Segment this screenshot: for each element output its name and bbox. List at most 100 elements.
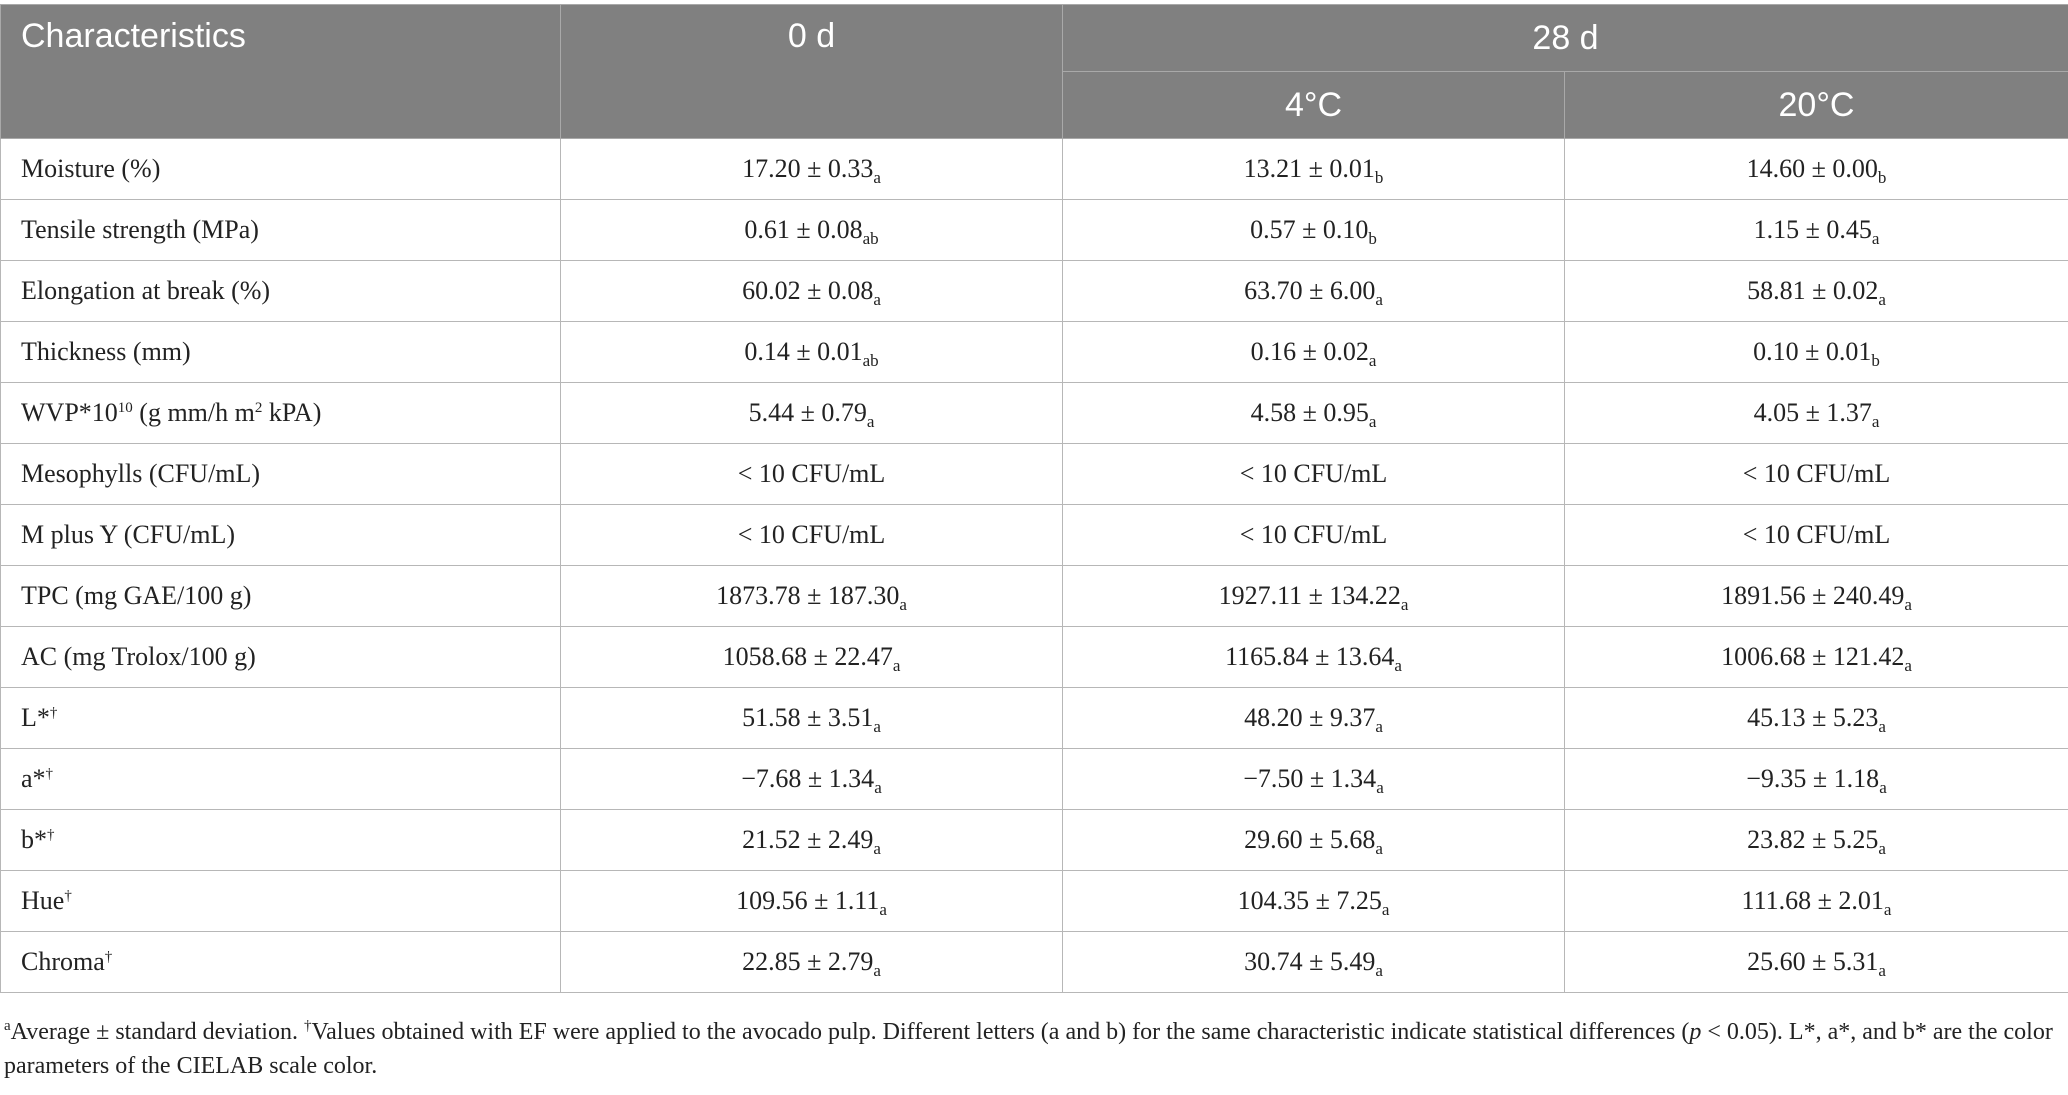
row-label: TPC (mg GAE/100 g) (0, 565, 561, 627)
table-row: Elongation at break (%) 60.02 ± 0.08a 63.7… (0, 260, 2068, 322)
label-superscript: † (104, 949, 113, 965)
cell-day-28-20c: 111.68 ± 2.01a (1564, 870, 2068, 932)
cell-value: 14.60 ± 0.00 (1746, 154, 1878, 183)
table-row: M plus Y (CFU/mL) < 10 CFU/mL < 10 CFU/mL <… (0, 504, 2068, 566)
cell-value: 60.02 ± 0.08 (742, 276, 874, 305)
cell-value: < 10 CFU/mL (1742, 520, 1891, 549)
cell-value: 0.14 ± 0.01 (744, 337, 863, 366)
significance-letter: ab (862, 351, 879, 370)
cell-value: 22.85 ± 2.79 (742, 947, 874, 976)
table-row: Chroma† 22.85 ± 2.79a 30.74 ± 5.49a 25.60 ±… (0, 931, 2068, 993)
cell-value: 23.82 ± 5.25 (1747, 825, 1879, 854)
cell-value: 58.81 ± 0.02 (1747, 276, 1879, 305)
cell-day-28-4c: < 10 CFU/mL (1062, 504, 1565, 566)
cell-value: 111.68 ± 2.01 (1741, 886, 1884, 915)
table-row: a*† −7.68 ± 1.34a −7.50 ± 1.34a −9.35 ± 1.1… (0, 748, 2068, 810)
significance-letter: a (1375, 290, 1383, 309)
label-text: (g mm/h m (132, 398, 255, 427)
cell-day-0: 0.61 ± 0.08ab (560, 199, 1063, 261)
label-text: TPC (mg GAE/100 g) (21, 581, 252, 610)
significance-letter: b (1877, 168, 1887, 187)
cell-day-0: 109.56 ± 1.11a (560, 870, 1063, 932)
cell-day-0: 17.20 ± 0.33a (560, 138, 1063, 200)
significance-letter: a (1883, 900, 1892, 919)
table-body: Moisture (%) 17.20 ± 0.33a 13.21 ± 0.01b 14… (0, 138, 2068, 993)
significance-letter: a (1368, 412, 1377, 431)
footnote-p-value: p (1689, 1019, 1702, 1045)
label-text: WVP*10 (21, 398, 118, 427)
table-footnote: aAverage ± standard deviation. †Values o… (4, 1015, 2054, 1083)
significance-letter: b (1368, 229, 1377, 248)
cell-day-0: 51.58 ± 3.51a (560, 687, 1063, 749)
cell-value: < 10 CFU/mL (737, 459, 886, 488)
cell-value: 4.05 ± 1.37 (1753, 398, 1872, 427)
cell-day-0: 22.85 ± 2.79a (560, 931, 1063, 993)
cell-value: 104.35 ± 7.25 (1237, 886, 1382, 915)
cell-value: 17.20 ± 0.33 (742, 154, 874, 183)
cell-day-28-4c: 4.58 ± 0.95a (1062, 382, 1565, 444)
significance-letter: a (873, 961, 881, 980)
row-label: L*† (0, 687, 561, 749)
significance-letter: a (899, 595, 907, 614)
cell-day-0: −7.68 ± 1.34a (560, 748, 1063, 810)
label-superscript: † (49, 705, 58, 721)
cell-value: 1006.68 ± 121.42 (1721, 642, 1905, 671)
label-text: Hue (21, 886, 65, 915)
cell-day-0: 1873.78 ± 187.30a (560, 565, 1063, 627)
significance-letter: a (879, 900, 887, 919)
cell-value: 0.57 ± 0.10 (1250, 215, 1369, 244)
cell-day-28-4c: 13.21 ± 0.01b (1062, 138, 1565, 200)
significance-letter: a (1375, 717, 1383, 736)
row-label: Thickness (mm) (0, 321, 561, 383)
cell-day-28-4c: 63.70 ± 6.00a (1062, 260, 1565, 322)
header-temp-20c: 20°C (1564, 71, 2068, 139)
significance-letter: a (1871, 229, 1880, 248)
cell-day-28-20c: 14.60 ± 0.00b (1564, 138, 2068, 200)
significance-letter: a (1375, 839, 1383, 858)
cell-day-28-4c: 30.74 ± 5.49a (1062, 931, 1565, 993)
label-text: Tensile strength (MPa) (21, 215, 259, 244)
label-superscript: † (45, 766, 54, 782)
row-label: Elongation at break (%) (0, 260, 561, 322)
table-row: Mesophylls (CFU/mL) < 10 CFU/mL < 10 CFU/m… (0, 443, 2068, 505)
row-label: WVP*1010 (g mm/h m2 kPA) (0, 382, 561, 444)
cell-value: < 10 CFU/mL (737, 520, 886, 549)
significance-letter: a (873, 839, 881, 858)
cell-day-28-20c: 1891.56 ± 240.49a (1564, 565, 2068, 627)
footnote-mark-a: a (4, 1018, 11, 1034)
table-row: AC (mg Trolox/100 g) 1058.68 ± 22.47a 1165… (0, 626, 2068, 688)
significance-letter: a (1878, 961, 1886, 980)
row-label: Chroma† (0, 931, 561, 993)
cell-day-28-20c: 1.15 ± 0.45a (1564, 199, 2068, 261)
significance-letter: a (1878, 290, 1886, 309)
label-text: Thickness (mm) (21, 337, 191, 366)
cell-value: 1165.84 ± 13.64 (1225, 642, 1395, 671)
footnote-text-3: < 0.05). L*, a*, and b* are the color pa… (4, 1019, 2053, 1079)
row-label: b*† (0, 809, 561, 871)
row-label: Hue† (0, 870, 561, 932)
cell-day-28-20c: 0.10 ± 0.01b (1564, 321, 2068, 383)
cell-value: 109.56 ± 1.11 (736, 886, 880, 915)
row-label: Tensile strength (MPa) (0, 199, 561, 261)
cell-value: < 10 CFU/mL (1742, 459, 1891, 488)
row-label: M plus Y (CFU/mL) (0, 504, 561, 566)
label-superscript: † (47, 827, 55, 843)
table-row: Thickness (mm) 0.14 ± 0.01ab 0.16 ± 0.02a 0… (0, 321, 2068, 383)
header-row-1: Characteristics 0 d 28 d (0, 4, 2068, 139)
label-text: Moisture (%) (21, 154, 161, 183)
cell-value: 51.58 ± 3.51 (742, 703, 874, 732)
cell-value: −9.35 ± 1.18 (1746, 764, 1880, 793)
header-row-2: 4°C 20°C (1, 71, 2068, 139)
cell-value: 4.58 ± 0.95 (1250, 398, 1369, 427)
label-text: Mesophylls (CFU/mL) (21, 459, 261, 488)
cell-value: 63.70 ± 6.00 (1244, 276, 1376, 305)
table-row: b*† 21.52 ± 2.49a 29.60 ± 5.68a 23.82 ± 5.2… (0, 809, 2068, 871)
label-text: a* (21, 764, 46, 793)
cell-day-28-20c: 25.60 ± 5.31a (1564, 931, 2068, 993)
table-row: WVP*1010 (g mm/h m2 kPA) 5.44 ± 0.79a 4.58… (0, 382, 2068, 444)
table-row: TPC (mg GAE/100 g) 1873.78 ± 187.30a 1927.… (0, 565, 2068, 627)
cell-day-28-4c: 29.60 ± 5.68a (1062, 809, 1565, 871)
row-label: Moisture (%) (0, 138, 561, 200)
cell-day-0: < 10 CFU/mL (560, 504, 1063, 566)
cell-day-28-4c: 104.35 ± 7.25a (1062, 870, 1565, 932)
